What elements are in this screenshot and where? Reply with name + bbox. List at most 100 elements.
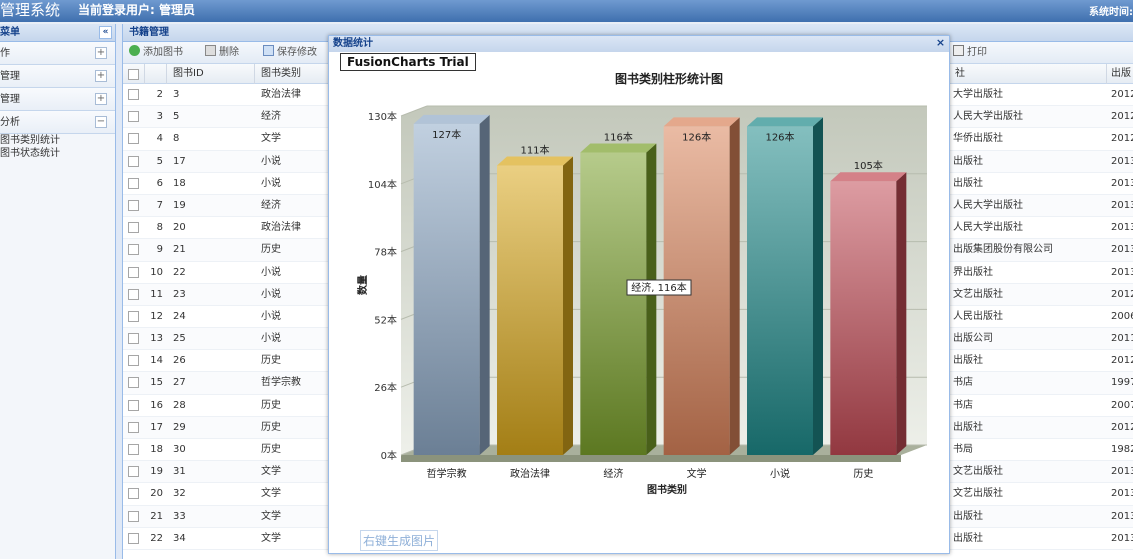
book-category: 哲学宗教 (261, 377, 301, 389)
row-checkbox[interactable] (128, 421, 139, 433)
expand-icon[interactable]: + (95, 70, 107, 82)
row-number: 11 (150, 288, 163, 300)
bar (747, 126, 813, 455)
col-category-header[interactable]: 图书类别 (255, 64, 331, 84)
save-button[interactable]: 保存修改 (263, 42, 317, 64)
book-publisher: 书店 (953, 377, 973, 389)
add-book-button[interactable]: 添加图书 (129, 42, 183, 64)
row-checkbox[interactable] (128, 89, 139, 100)
book-publisher: 出版社 (953, 177, 983, 189)
book-year: 1997 (1111, 377, 1133, 389)
x-tick-label: 哲学宗教 (427, 467, 467, 480)
book-category: 文学 (261, 488, 281, 500)
select-all-checkbox[interactable] (128, 69, 139, 80)
book-category: 小说 (261, 155, 281, 167)
print-button[interactable]: 打印 (953, 42, 987, 64)
book-publisher: 文艺出版社 (953, 488, 1003, 500)
row-checkbox[interactable] (128, 532, 139, 544)
book-publisher: 出版社 (953, 421, 983, 433)
book-category: 经济 (261, 199, 281, 211)
save-image-link[interactable]: 右键生成图片 (360, 530, 439, 551)
sidebar-group-manage-1[interactable]: 管理 + (0, 65, 115, 88)
row-checkbox[interactable] (128, 466, 139, 478)
y-tick-label: 52本 (374, 313, 397, 326)
row-checkbox[interactable] (128, 510, 139, 522)
book-publisher: 人民大学出版社 (953, 111, 1023, 123)
app-title: 管理系统 (0, 1, 61, 19)
row-checkbox[interactable] (128, 444, 139, 455)
row-checkbox[interactable] (128, 222, 139, 234)
row-checkbox[interactable] (128, 310, 139, 322)
book-year: 1982 (1111, 444, 1133, 455)
book-category: 历史 (261, 244, 281, 256)
row-checkbox[interactable] (128, 377, 139, 389)
data-label: 126本 (682, 130, 711, 143)
data-label: 126本 (765, 130, 794, 143)
row-number: 4 (156, 133, 163, 145)
row-checkbox[interactable] (128, 111, 139, 123)
splitter[interactable] (116, 24, 122, 559)
row-checkbox[interactable] (128, 244, 139, 256)
row-checkbox[interactable] (128, 177, 139, 189)
bar-top (663, 117, 740, 127)
bar-top (497, 156, 573, 166)
sidebar-item-category-stats[interactable]: 图书类别统计 (0, 135, 60, 146)
row-checkbox[interactable] (128, 155, 139, 167)
dialog-title: 数据统计 (333, 38, 373, 49)
sidebar-collapse-button[interactable]: « (99, 26, 112, 39)
row-checkbox[interactable] (128, 333, 139, 345)
book-id: 33 (173, 510, 186, 522)
book-publisher: 书店 (953, 399, 973, 411)
book-year: 2007 (1111, 399, 1133, 411)
book-category: 小说 (261, 288, 281, 300)
sidebar-group-analysis[interactable]: 分析 − (0, 111, 115, 134)
book-id: 26 (173, 355, 186, 367)
row-number: 21 (150, 510, 163, 522)
row-checkbox[interactable] (128, 399, 139, 411)
expand-icon[interactable]: + (95, 93, 107, 105)
sidebar-item-status-stats[interactable]: 图书状态统计 (0, 148, 60, 159)
sidebar-group-manage-2[interactable]: 管理 + (0, 88, 115, 111)
x-tick-label: 历史 (853, 468, 873, 480)
data-label: 105本 (854, 159, 883, 172)
book-id: 34 (173, 532, 186, 544)
book-category: 政治法律 (261, 89, 301, 100)
col-id-header[interactable]: 图书ID (167, 64, 255, 84)
close-icon[interactable]: × (935, 36, 946, 49)
row-checkbox[interactable] (128, 266, 139, 278)
col-year-header[interactable]: 出版 (1111, 68, 1131, 79)
row-checkbox[interactable] (128, 199, 139, 211)
select-all-cell (123, 64, 145, 84)
row-number: 5 (156, 155, 163, 167)
add-icon (129, 45, 140, 56)
col-publisher-header[interactable]: 社 (951, 64, 1107, 84)
book-publisher: 出版集团股份有限公司 (953, 244, 1053, 256)
save-icon (263, 45, 274, 56)
expand-icon[interactable]: + (95, 47, 107, 59)
row-checkbox[interactable] (128, 355, 139, 367)
book-category: 小说 (261, 310, 281, 322)
row-checkbox[interactable] (128, 288, 139, 300)
sidebar-group-label: 管理 (0, 94, 20, 105)
print-label: 打印 (967, 47, 987, 58)
sidebar-group-operation[interactable]: 作 + (0, 42, 115, 65)
trial-badge: FusionCharts Trial (340, 53, 476, 71)
data-label: 116本 (604, 131, 633, 144)
row-number: 9 (156, 244, 163, 256)
sidebar: 菜单 « 作 + 管理 + 管理 + 分析 − 图书类别统计 图书状态统计 (0, 24, 116, 559)
row-checkbox[interactable] (128, 133, 139, 145)
bar-side (813, 117, 823, 455)
book-publisher: 华侨出版社 (953, 133, 1003, 145)
chart-title: 图书类别柱形统计图 (615, 71, 723, 86)
row-checkbox[interactable] (128, 488, 139, 500)
delete-button[interactable]: 删除 (205, 42, 239, 64)
collapse-icon[interactable]: − (95, 116, 107, 128)
